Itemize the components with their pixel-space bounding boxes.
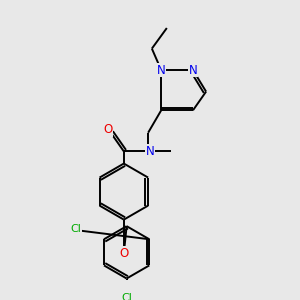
Text: N: N [189,64,197,76]
Text: O: O [119,247,128,260]
Text: O: O [103,123,112,136]
Text: N: N [157,64,166,76]
Text: N: N [146,145,154,158]
Text: Cl: Cl [121,293,132,300]
Text: Cl: Cl [71,224,82,234]
